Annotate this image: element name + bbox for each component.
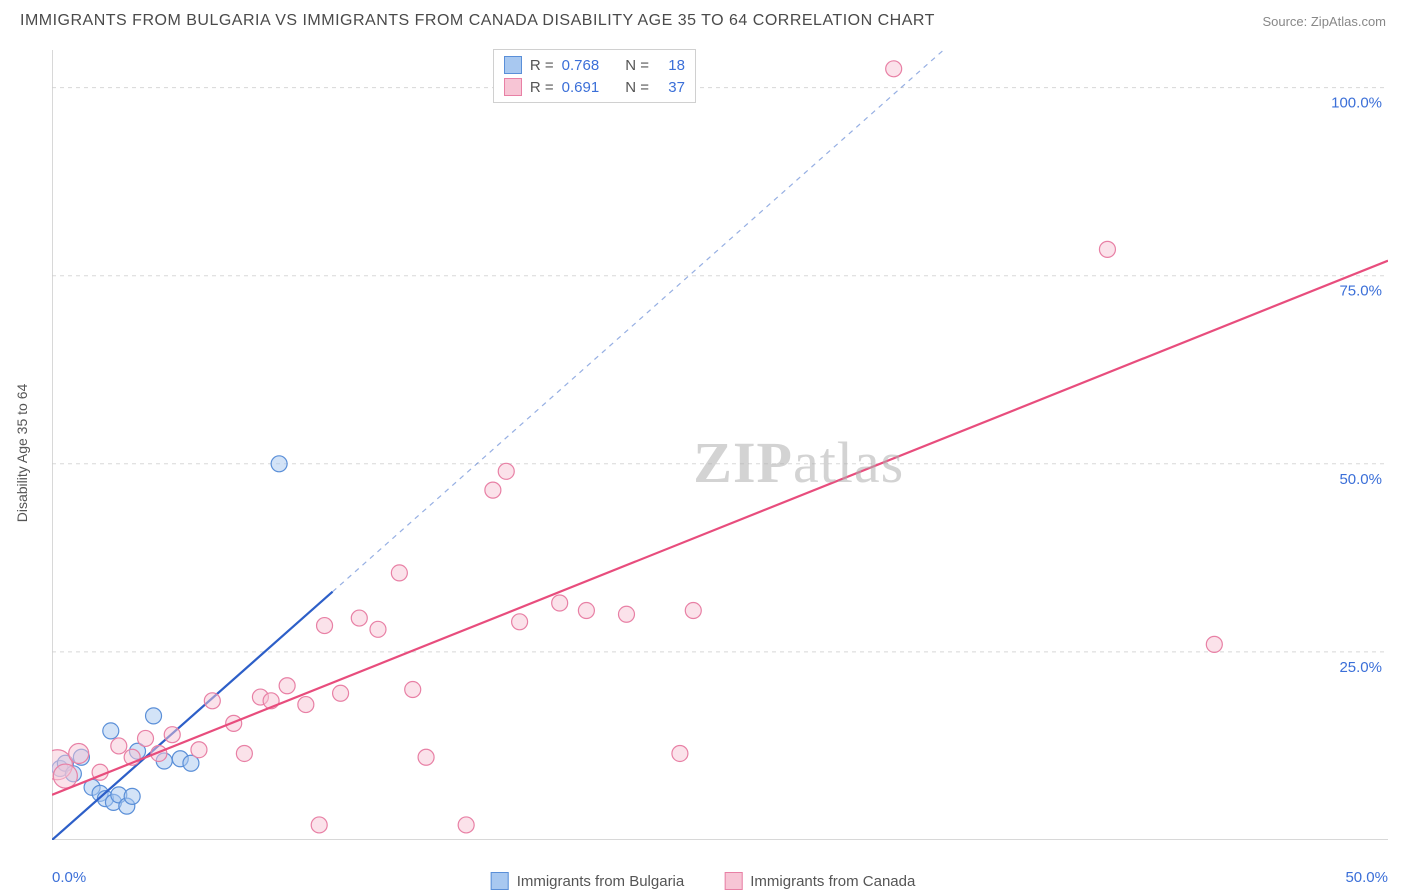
chart-title: IMMIGRANTS FROM BULGARIA VS IMMIGRANTS F… <box>20 12 935 30</box>
series-legend: Immigrants from Bulgaria Immigrants from … <box>491 872 916 890</box>
svg-text:50.0%: 50.0% <box>1339 471 1382 488</box>
svg-text:25.0%: 25.0% <box>1339 659 1382 676</box>
x-axis-min: 0.0% <box>52 869 86 886</box>
legend-label: Immigrants from Bulgaria <box>517 873 685 890</box>
chart-area: Disability Age 35 to 64 25.0%50.0%75.0%1… <box>52 50 1388 840</box>
legend-swatch <box>504 78 522 96</box>
legend-swatch <box>724 872 742 890</box>
n-value: 18 <box>657 57 685 74</box>
n-value: 37 <box>657 79 685 96</box>
r-value: 0.768 <box>562 57 600 74</box>
legend-item: Immigrants from Bulgaria <box>491 872 685 890</box>
stats-legend-row: R = 0.691 N = 37 <box>504 76 685 98</box>
legend-label: Immigrants from Canada <box>750 873 915 890</box>
legend-item: Immigrants from Canada <box>724 872 915 890</box>
stats-legend-row: R = 0.768 N = 18 <box>504 54 685 76</box>
source-attribution: Source: ZipAtlas.com <box>1262 14 1386 29</box>
stats-legend: R = 0.768 N = 18 R = 0.691 N = 37 <box>493 49 696 103</box>
legend-swatch <box>491 872 509 890</box>
svg-text:75.0%: 75.0% <box>1339 283 1382 300</box>
legend-swatch <box>504 56 522 74</box>
r-label: R = <box>530 79 554 96</box>
scatter-plot: 25.0% 50.0% 75.0% 100.0% <box>52 50 1388 840</box>
y-axis-label: Disability Age 35 to 64 <box>14 384 30 523</box>
svg-text:100.0%: 100.0% <box>1331 95 1382 112</box>
n-label: N = <box>625 57 649 74</box>
r-value: 0.691 <box>562 79 600 96</box>
r-label: R = <box>530 57 554 74</box>
n-label: N = <box>625 79 649 96</box>
x-axis-max: 50.0% <box>1345 869 1388 886</box>
